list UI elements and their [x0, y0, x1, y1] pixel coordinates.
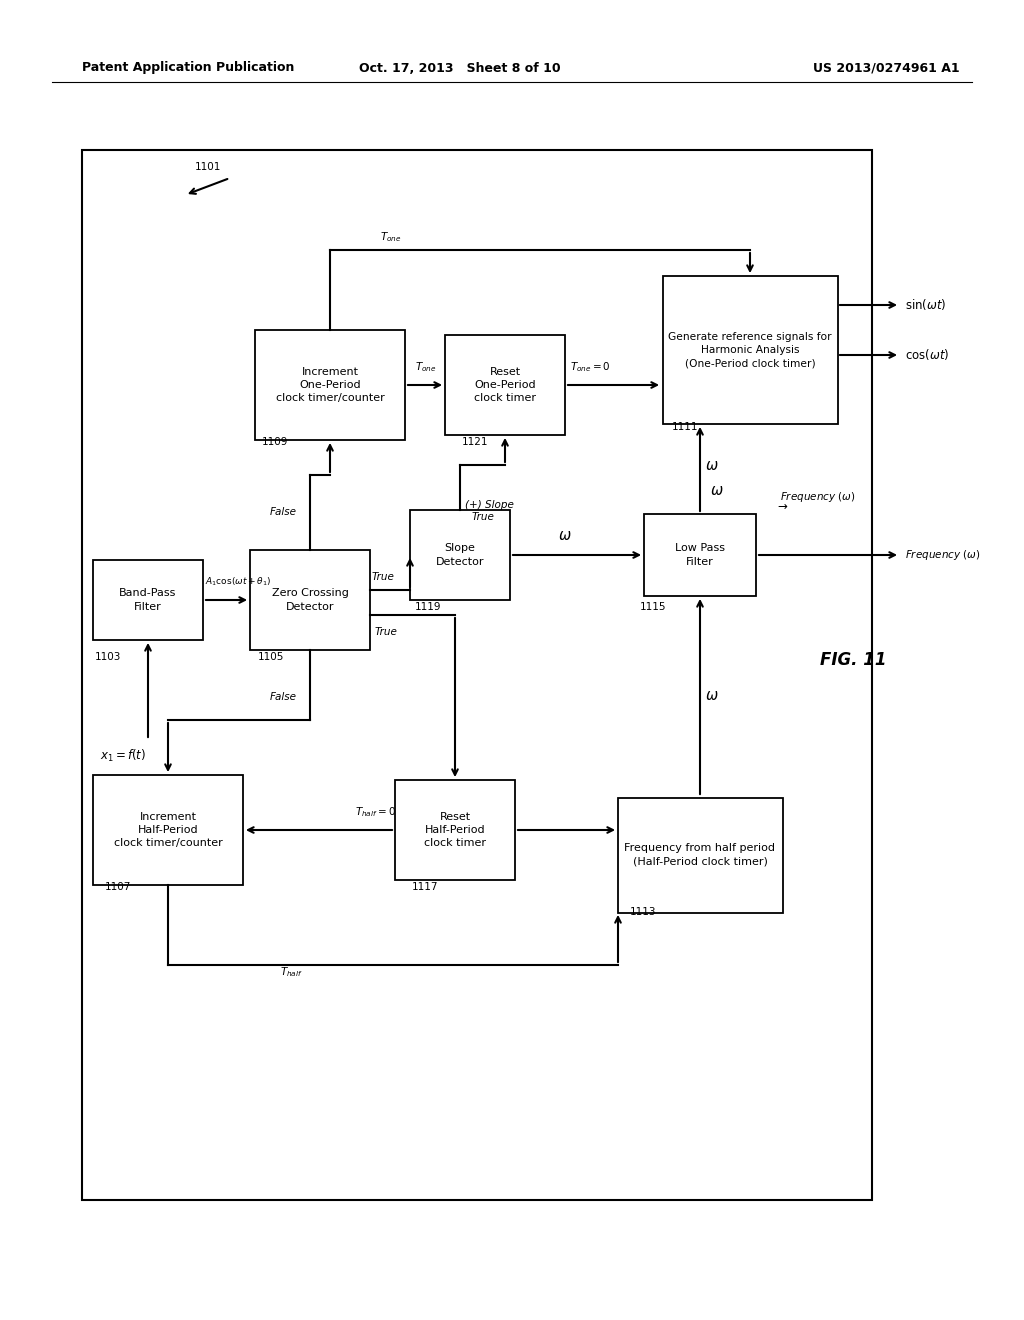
Text: $\omega$: $\omega$	[705, 688, 719, 704]
Text: FIG. 11: FIG. 11	[820, 651, 887, 669]
Text: Frequency $(\omega)$: Frequency $(\omega)$	[905, 548, 981, 562]
Bar	[663, 276, 838, 424]
Bar	[445, 335, 565, 436]
Text: 1103: 1103	[95, 652, 122, 663]
Text: Reset
One-Period
clock timer: Reset One-Period clock timer	[474, 367, 536, 403]
Text: 1105: 1105	[258, 652, 285, 663]
Text: 1107: 1107	[105, 882, 131, 892]
Text: True: True	[472, 512, 495, 521]
Text: 1115: 1115	[640, 602, 667, 612]
Text: $x_1 = f(t)$: $x_1 = f(t)$	[100, 748, 146, 764]
Bar	[93, 560, 203, 640]
Text: $\omega$: $\omega$	[705, 458, 719, 473]
Text: $T_{one}$: $T_{one}$	[415, 360, 436, 374]
Bar	[255, 330, 406, 440]
Text: Oct. 17, 2013   Sheet 8 of 10: Oct. 17, 2013 Sheet 8 of 10	[359, 62, 561, 74]
Text: Increment
Half-Period
clock timer/counter: Increment Half-Period clock timer/counte…	[114, 812, 222, 849]
Text: $\rightarrow$: $\rightarrow$	[775, 500, 788, 513]
Text: $\omega$: $\omega$	[710, 483, 724, 498]
Text: Slope
Detector: Slope Detector	[436, 544, 484, 566]
Text: True: True	[372, 572, 395, 582]
Text: Increment
One-Period
clock timer/counter: Increment One-Period clock timer/counter	[275, 367, 384, 403]
Text: $T_{one} = 0$: $T_{one} = 0$	[570, 360, 610, 374]
Text: $\cos(\omega t)$: $\cos(\omega t)$	[905, 347, 949, 363]
Text: $T_{half} = 0$: $T_{half} = 0$	[355, 805, 396, 818]
Text: Frequency $(\omega)$: Frequency $(\omega)$	[780, 490, 856, 504]
Text: True: True	[375, 627, 398, 638]
Bar	[250, 550, 370, 649]
Text: 1111: 1111	[672, 422, 698, 432]
Text: $T_{one}$: $T_{one}$	[380, 230, 401, 244]
Text: Zero Crossing
Detector: Zero Crossing Detector	[271, 589, 348, 611]
Text: 1117: 1117	[412, 882, 438, 892]
Text: $A_1\cos(\omega t + \theta_1)$: $A_1\cos(\omega t + \theta_1)$	[205, 576, 271, 589]
Text: 1119: 1119	[415, 602, 441, 612]
Text: $\omega$: $\omega$	[558, 528, 571, 543]
Text: 1121: 1121	[462, 437, 488, 447]
Text: 1101: 1101	[195, 162, 221, 172]
Text: (+) Slope: (+) Slope	[465, 500, 514, 510]
Bar	[82, 150, 872, 1200]
Text: 1113: 1113	[630, 907, 656, 917]
Bar	[644, 513, 756, 597]
Bar	[93, 775, 243, 884]
Bar	[410, 510, 510, 601]
Text: Patent Application Publication: Patent Application Publication	[82, 62, 294, 74]
Text: $T_{half}$: $T_{half}$	[280, 965, 303, 979]
Text: Band-Pass
Filter: Band-Pass Filter	[120, 589, 177, 611]
Text: Low Pass
Filter: Low Pass Filter	[675, 544, 725, 566]
Text: Frequency from half period
(Half-Period clock timer): Frequency from half period (Half-Period …	[625, 843, 775, 867]
Text: False: False	[270, 692, 297, 702]
Text: 1109: 1109	[262, 437, 289, 447]
Text: Reset
Half-Period
clock timer: Reset Half-Period clock timer	[424, 812, 486, 849]
Text: US 2013/0274961 A1: US 2013/0274961 A1	[813, 62, 961, 74]
Bar	[395, 780, 515, 880]
Text: Generate reference signals for
Harmonic Analysis
(One-Period clock timer): Generate reference signals for Harmonic …	[669, 331, 831, 368]
Text: False: False	[270, 507, 297, 517]
Text: $\sin(\omega t)$: $\sin(\omega t)$	[905, 297, 946, 313]
Bar	[617, 797, 782, 912]
